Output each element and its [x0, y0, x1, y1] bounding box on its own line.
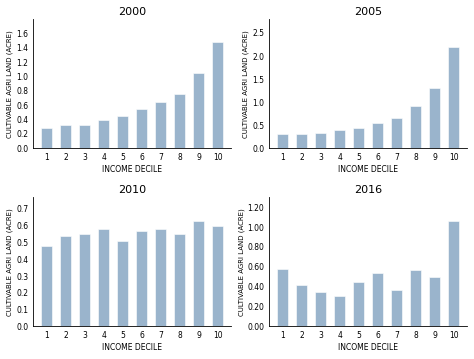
Title: 2010: 2010	[118, 185, 146, 195]
Bar	[391, 290, 402, 326]
Bar	[79, 125, 90, 148]
Y-axis label: CULTIVABLE AGRI LAND (ACRE): CULTIVABLE AGRI LAND (ACRE)	[243, 30, 249, 137]
Bar	[117, 116, 128, 148]
Bar	[174, 94, 185, 148]
Bar	[277, 269, 288, 326]
Bar	[315, 292, 326, 326]
Bar	[60, 125, 71, 148]
Bar	[41, 128, 52, 148]
Bar	[174, 234, 185, 326]
Bar	[429, 88, 440, 148]
Bar	[60, 236, 71, 326]
Bar	[155, 102, 166, 148]
Y-axis label: CULTIVABLE AGRI LAND (ACRE): CULTIVABLE AGRI LAND (ACRE)	[238, 208, 245, 316]
Bar	[410, 106, 421, 148]
Bar	[212, 42, 223, 148]
Title: 2000: 2000	[118, 7, 146, 17]
Bar	[410, 270, 421, 326]
Title: 2005: 2005	[354, 7, 382, 17]
X-axis label: INCOME DECILE: INCOME DECILE	[102, 343, 162, 352]
Title: 2016: 2016	[354, 185, 382, 195]
X-axis label: INCOME DECILE: INCOME DECILE	[102, 165, 162, 174]
Bar	[372, 273, 383, 326]
Bar	[334, 295, 345, 326]
Bar	[334, 130, 345, 148]
Bar	[353, 127, 365, 148]
Bar	[193, 73, 204, 148]
Y-axis label: CULTIVABLE AGRI LAND (ACRE): CULTIVABLE AGRI LAND (ACRE)	[7, 208, 13, 316]
X-axis label: INCOME DECILE: INCOME DECILE	[338, 343, 398, 352]
Bar	[98, 229, 109, 326]
Bar	[136, 231, 147, 326]
Y-axis label: CULTIVABLE AGRI LAND (ACRE): CULTIVABLE AGRI LAND (ACRE)	[7, 30, 13, 137]
Bar	[391, 118, 402, 148]
Bar	[98, 120, 109, 148]
X-axis label: INCOME DECILE: INCOME DECILE	[338, 165, 398, 174]
Bar	[41, 246, 52, 326]
Bar	[315, 133, 326, 148]
Bar	[79, 234, 90, 326]
Bar	[277, 134, 288, 148]
Bar	[193, 221, 204, 326]
Bar	[117, 241, 128, 326]
Bar	[448, 221, 459, 326]
Bar	[212, 226, 223, 326]
Bar	[448, 47, 459, 148]
Bar	[136, 109, 147, 148]
Bar	[429, 277, 440, 326]
Bar	[296, 135, 307, 148]
Bar	[353, 282, 365, 326]
Bar	[296, 285, 307, 326]
Bar	[155, 229, 166, 326]
Bar	[372, 123, 383, 148]
